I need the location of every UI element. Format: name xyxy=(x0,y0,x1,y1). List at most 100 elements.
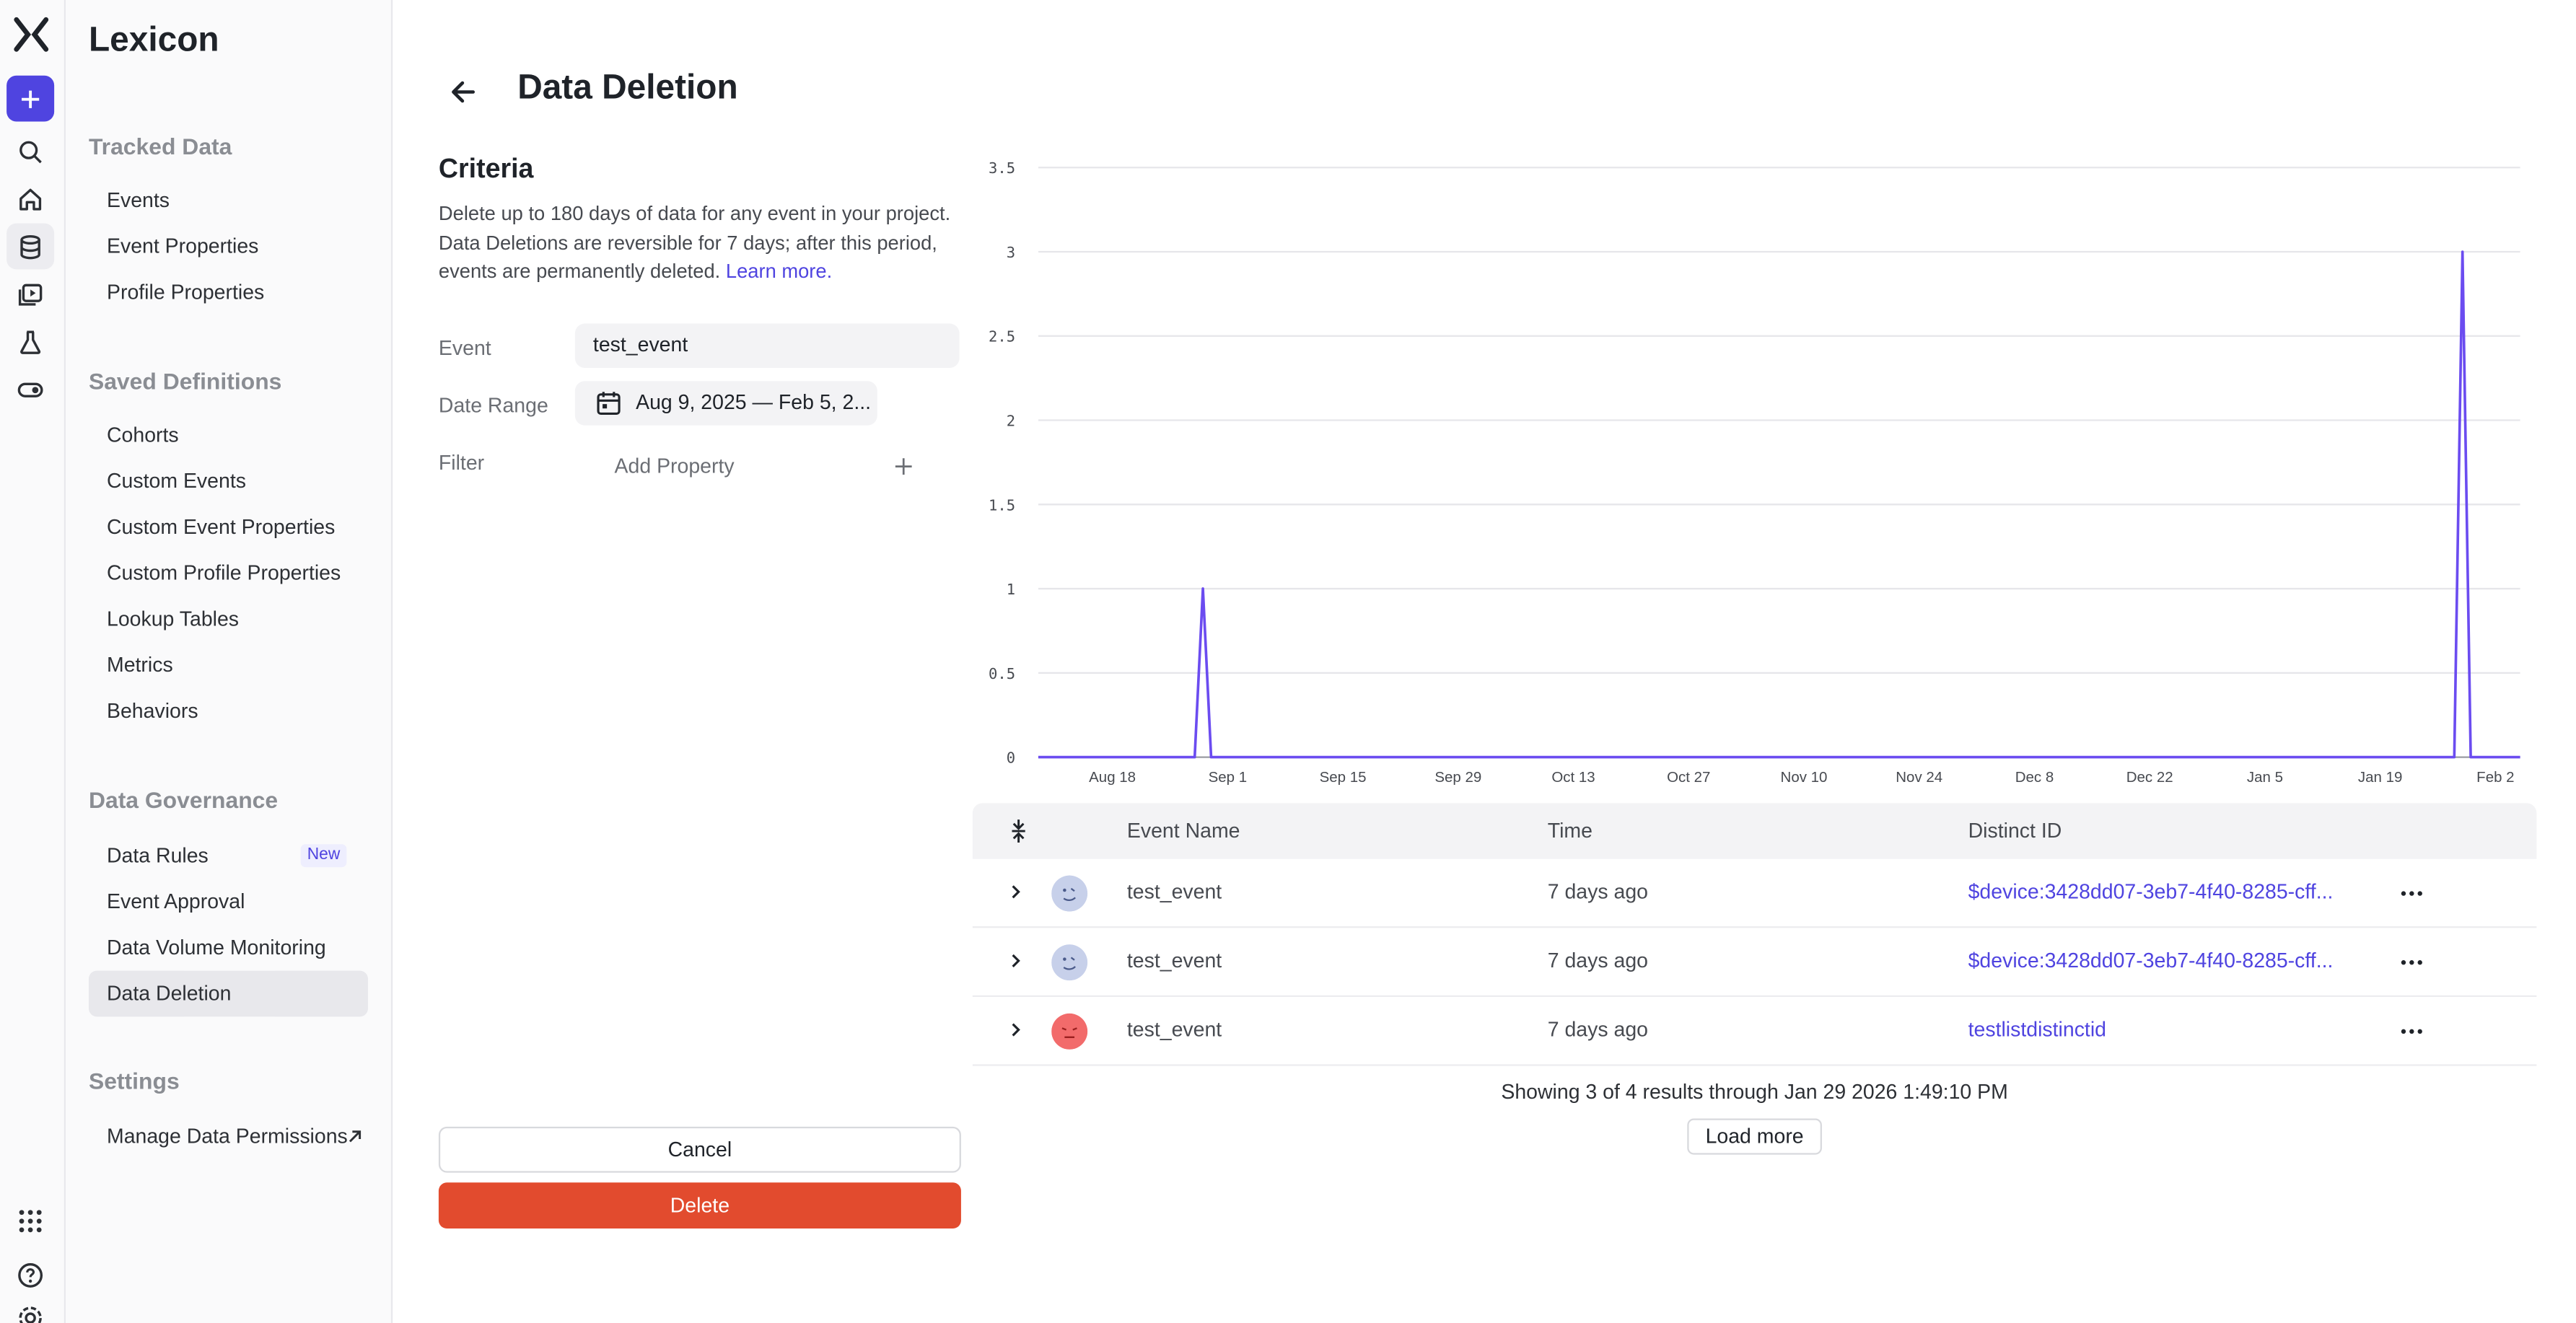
new-badge: New xyxy=(300,844,347,868)
x-tick-label: Dec 22 xyxy=(2126,769,2173,786)
add-button[interactable] xyxy=(6,75,55,122)
sidebar-item-data-deletion[interactable]: Data Deletion xyxy=(88,970,369,1017)
section-tracked-data: Tracked Data xyxy=(88,133,232,159)
database-icon xyxy=(20,234,40,259)
page-title: Data Deletion xyxy=(517,69,738,107)
event-name-cell: test_event xyxy=(1126,1018,1222,1042)
load-more-button[interactable]: Load more xyxy=(1687,1118,1822,1155)
criteria-description-text: Delete up to 180 days of data for any ev… xyxy=(438,202,951,283)
sidebar-item-data-rules[interactable]: Data Rules New xyxy=(89,832,368,879)
chevron-right-icon[interactable] xyxy=(1005,882,1025,902)
lexicon-button[interactable] xyxy=(6,223,55,270)
logo-icon[interactable] xyxy=(12,14,51,54)
distinct-id-link[interactable]: $device:3428dd07-3eb7-4f40-8285-cff... xyxy=(1968,880,2334,904)
distinct-id-link[interactable]: $device:3428dd07-3eb7-4f40-8285-cff... xyxy=(1968,949,2334,972)
replay-icon xyxy=(18,283,43,305)
sidebar-item-cohorts[interactable]: Cohorts xyxy=(106,423,179,447)
delete-button[interactable]: Delete xyxy=(438,1182,961,1229)
icon-rail xyxy=(0,0,66,1323)
event-select[interactable]: test_event xyxy=(574,323,960,369)
section-settings: Settings xyxy=(88,1067,180,1094)
chevron-right-icon[interactable] xyxy=(1005,951,1025,970)
x-tick-label: Nov 24 xyxy=(1896,769,1942,786)
settings-icon xyxy=(19,1306,42,1323)
sidebar-item-event-properties[interactable]: Event Properties xyxy=(106,234,259,258)
y-tick-label: 1.5 xyxy=(989,496,1015,514)
apps-button[interactable] xyxy=(6,1197,54,1244)
collapse-all-icon[interactable] xyxy=(1007,818,1030,844)
y-tick-label: 1 xyxy=(1007,581,1015,598)
x-tick-label: Feb 2 xyxy=(2476,769,2514,786)
sidebar-item-custom-event-properties[interactable]: Custom Event Properties xyxy=(106,515,336,539)
more-options-icon[interactable] xyxy=(2398,949,2424,975)
toggle-icon xyxy=(17,382,43,397)
sidebar-item-custom-events[interactable]: Custom Events xyxy=(106,470,246,493)
cancel-button[interactable]: Cancel xyxy=(438,1126,961,1173)
sidebar-item-metrics[interactable]: Metrics xyxy=(106,654,173,677)
feature-flags-button[interactable] xyxy=(6,366,54,413)
learn-more-link[interactable]: Learn more. xyxy=(725,259,833,283)
x-tick-label: Sep 1 xyxy=(1209,769,1248,786)
sidebar-item-label: Manage Data Permissions xyxy=(106,1125,348,1148)
sidebar-item-event-approval[interactable]: Event Approval xyxy=(106,890,245,913)
flask-icon xyxy=(20,330,41,353)
time-cell: 7 days ago xyxy=(1547,949,1649,972)
replay-button[interactable] xyxy=(6,271,54,317)
date-range-picker[interactable]: Aug 9, 2025 — Feb 5, 2... xyxy=(574,381,877,426)
y-tick-label: 0 xyxy=(1007,750,1015,767)
help-icon xyxy=(18,1262,43,1287)
external-link-icon xyxy=(349,1130,362,1143)
more-options-icon[interactable] xyxy=(2398,880,2424,906)
home-icon xyxy=(19,188,42,210)
back-arrow-icon[interactable] xyxy=(447,76,480,109)
sidebar-item-lookup-tables[interactable]: Lookup Tables xyxy=(106,607,240,631)
column-distinct-id[interactable]: Distinct ID xyxy=(1968,819,2062,843)
plus-icon[interactable] xyxy=(892,455,915,478)
date-range-label: Date Range xyxy=(438,394,548,418)
section-saved-definitions: Saved Definitions xyxy=(88,368,282,395)
time-cell: 7 days ago xyxy=(1547,880,1649,904)
y-tick-label: 3 xyxy=(1007,244,1015,261)
table-row[interactable]: test_event 7 days ago $device:3428dd07-3… xyxy=(972,859,2537,928)
experiments-button[interactable] xyxy=(6,319,54,365)
column-time[interactable]: Time xyxy=(1547,819,1593,843)
add-property-button[interactable]: Add Property xyxy=(614,454,735,478)
settings-button[interactable] xyxy=(6,1304,54,1323)
chevron-right-icon[interactable] xyxy=(1005,1020,1025,1040)
x-tick-label: Sep 29 xyxy=(1434,769,1481,786)
add-icon xyxy=(22,89,40,107)
y-tick-label: 3.5 xyxy=(989,159,1015,177)
calendar-icon xyxy=(597,392,621,416)
avatar xyxy=(1051,1013,1088,1050)
criteria-title: Criteria xyxy=(438,154,534,185)
x-tick-label: Oct 13 xyxy=(1551,769,1595,786)
event-name-cell: test_event xyxy=(1126,949,1222,972)
sidebar-item-profile-properties[interactable]: Profile Properties xyxy=(106,281,265,304)
distinct-id-link[interactable]: testlistdistinctid xyxy=(1968,1018,2106,1042)
table-header: Event Name Time Distinct ID xyxy=(972,803,2537,859)
section-data-governance: Data Governance xyxy=(88,786,279,814)
column-event-name[interactable]: Event Name xyxy=(1126,819,1240,843)
date-range-value: Aug 9, 2025 — Feb 5, 2... xyxy=(636,390,872,414)
sidebar-item-events[interactable]: Events xyxy=(106,188,170,212)
search-button[interactable] xyxy=(6,128,54,175)
table-row[interactable]: test_event 7 days ago testlistdistinctid xyxy=(972,997,2537,1066)
sidebar-item-custom-profile-properties[interactable]: Custom Profile Properties xyxy=(106,561,341,585)
search-icon xyxy=(19,140,42,163)
help-button[interactable] xyxy=(6,1252,54,1298)
x-tick-label: Aug 18 xyxy=(1089,769,1136,786)
results-summary: Showing 3 of 4 results through Jan 29 20… xyxy=(1501,1081,2008,1104)
series-line xyxy=(1038,250,2520,759)
y-tick-label: 0.5 xyxy=(989,665,1015,682)
sidebar-item-data-volume-monitoring[interactable]: Data Volume Monitoring xyxy=(106,936,326,959)
lexicon-sidebar: Lexicon Tracked Data Events Event Proper… xyxy=(66,0,393,1323)
sidebar-item-behaviors[interactable]: Behaviors xyxy=(106,699,198,723)
event-name-cell: test_event xyxy=(1126,880,1222,904)
table-row[interactable]: test_event 7 days ago $device:3428dd07-3… xyxy=(972,928,2537,998)
home-button[interactable] xyxy=(6,176,54,222)
avatar xyxy=(1051,875,1088,912)
more-options-icon[interactable] xyxy=(2398,1019,2424,1045)
sidebar-item-manage-data-permissions[interactable]: Manage Data Permissions xyxy=(89,1114,368,1160)
x-tick-label: Oct 27 xyxy=(1667,769,1710,786)
